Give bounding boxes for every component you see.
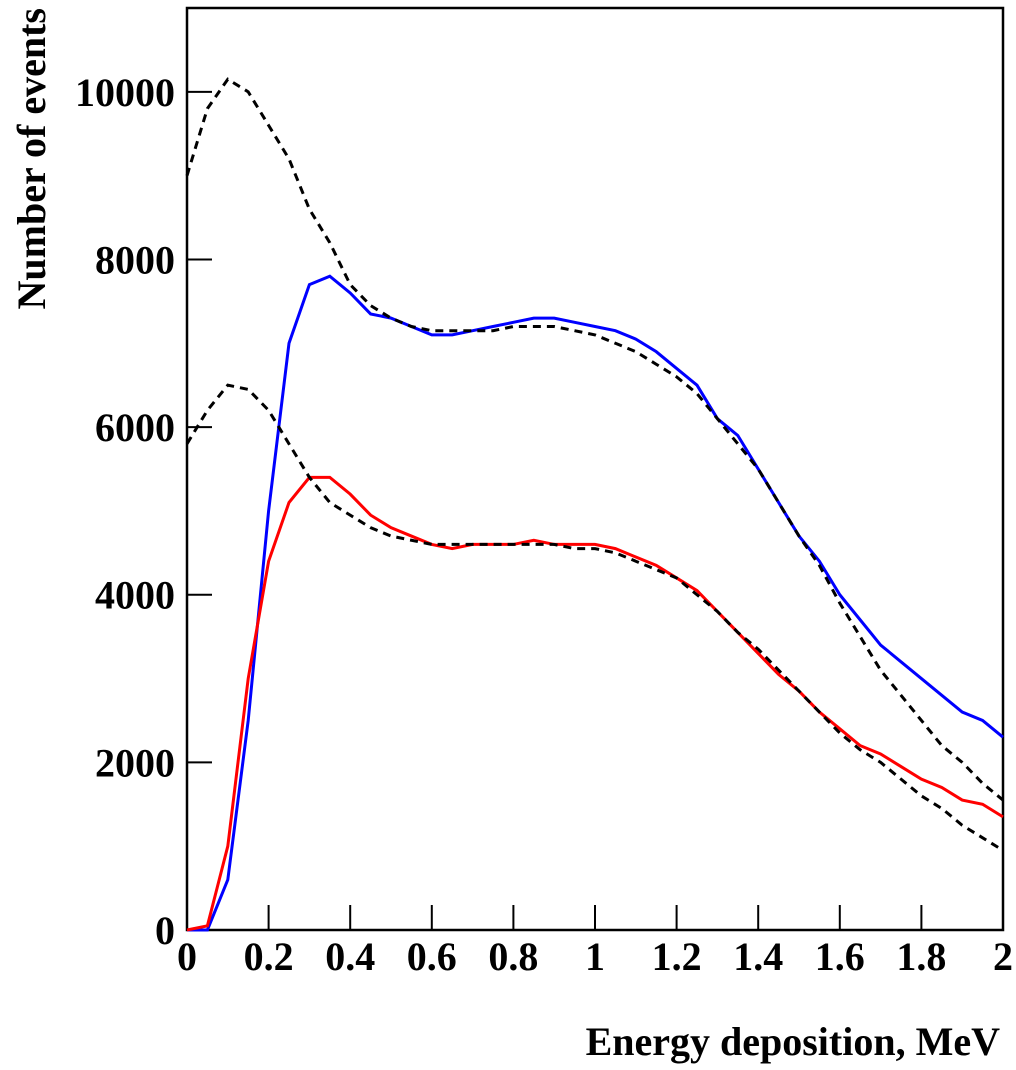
- series-line: [185, 77, 1004, 802]
- plot-frame: [185, 6, 1005, 932]
- series-line: [185, 383, 1004, 852]
- series-line: [186, 475, 1004, 932]
- x-tick-label: 0.4: [325, 934, 375, 979]
- x-tick-label: 1: [585, 934, 605, 979]
- x-tick-label: 1.6: [815, 934, 865, 979]
- y-tick-label: 4000: [95, 573, 175, 618]
- y-axis-label: Number of events: [9, 8, 54, 309]
- x-tick-label: 1.2: [652, 934, 702, 979]
- x-axis-label: Energy deposition, MeV: [586, 1019, 1001, 1064]
- y-tick-label: 6000: [95, 405, 175, 450]
- series-line: [187, 274, 1004, 932]
- y-tick-label: 8000: [95, 237, 175, 282]
- x-tick-label: 1.4: [733, 934, 783, 979]
- x-tick-label: 1.8: [896, 934, 946, 979]
- y-tick-label: 10000: [75, 70, 175, 115]
- y-tick-label: 0: [155, 908, 175, 953]
- x-tick-label: 0.2: [244, 934, 294, 979]
- x-tick-label: 2: [993, 934, 1013, 979]
- x-tick-label: 0.6: [407, 934, 457, 979]
- x-tick-label: 0.8: [488, 934, 538, 979]
- x-tick-label: 0: [177, 934, 197, 979]
- y-tick-label: 2000: [95, 740, 175, 785]
